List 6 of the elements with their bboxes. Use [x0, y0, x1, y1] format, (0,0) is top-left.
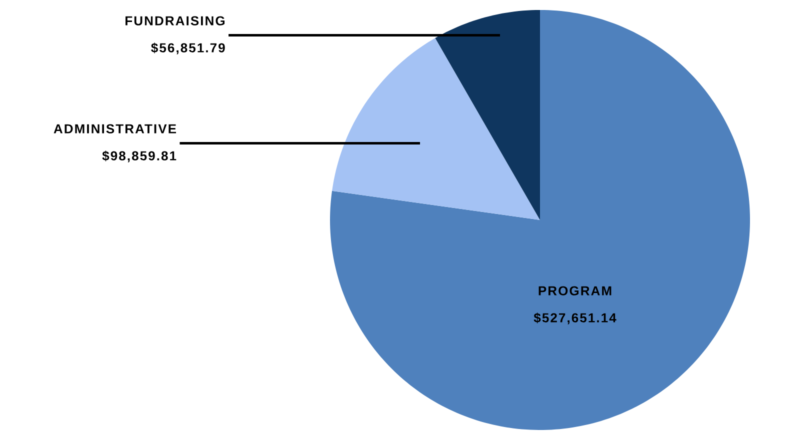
slice-label: PROGRAM: [538, 286, 612, 296]
data-label: $98,859.81: [102, 150, 176, 162]
slice-label: ADMINISTRATIVE: [54, 124, 176, 134]
data-label: $56,851.79: [151, 42, 225, 54]
slice-label: FUNDRAISING: [126, 16, 225, 26]
data-label: $527,651.14: [534, 312, 616, 324]
